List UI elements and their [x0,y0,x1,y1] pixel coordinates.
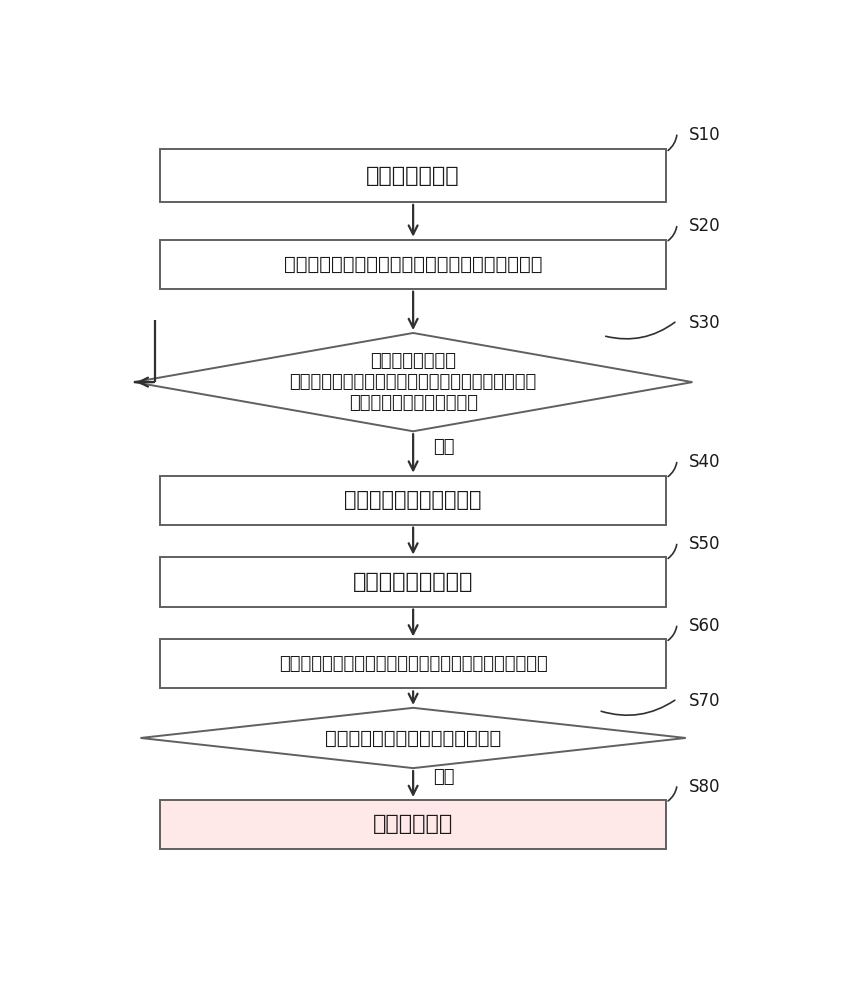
Text: S60: S60 [689,617,721,635]
Text: 获取配网线路的当前扰动事件对应的当前暂态波形: 获取配网线路的当前扰动事件对应的当前暂态波形 [284,255,542,274]
Text: S40: S40 [689,453,721,471]
FancyBboxPatch shape [160,476,666,525]
FancyBboxPatch shape [160,557,666,607]
Text: 预先建立样本库: 预先建立样本库 [366,166,460,186]
Text: S80: S80 [689,778,721,796]
Text: S50: S50 [689,535,721,553]
FancyBboxPatch shape [160,149,666,202]
Text: S20: S20 [689,217,721,235]
Text: 计算当前暂态波形数据集与目标过程样本集的总体匹配度: 计算当前暂态波形数据集与目标过程样本集的总体匹配度 [279,655,547,673]
Polygon shape [141,708,686,768]
Text: 计算第一匹配度，
将第一匹配度与第一阈值进行比较，根据比较的结果
确定与匹配的样本暂态波形: 计算第一匹配度， 将第一匹配度与第一阈值进行比较，根据比较的结果 确定与匹配的样… [289,352,537,412]
FancyBboxPatch shape [160,240,666,289]
Text: 生成预警信息: 生成预警信息 [373,814,453,834]
Text: 获取目标过程样本集: 获取目标过程样本集 [353,572,474,592]
Polygon shape [134,333,692,431]
Text: 大于: 大于 [433,438,455,456]
FancyBboxPatch shape [160,800,666,849]
FancyBboxPatch shape [160,639,666,688]
Text: S70: S70 [689,692,721,710]
Text: 大于: 大于 [433,768,455,786]
Text: 将总体匹配度与第二阈值进行比较: 将总体匹配度与第二阈值进行比较 [325,728,501,747]
Text: S30: S30 [689,314,721,332]
Text: 获取当前暂态波形数据集: 获取当前暂态波形数据集 [344,490,482,510]
Text: S10: S10 [689,126,721,144]
